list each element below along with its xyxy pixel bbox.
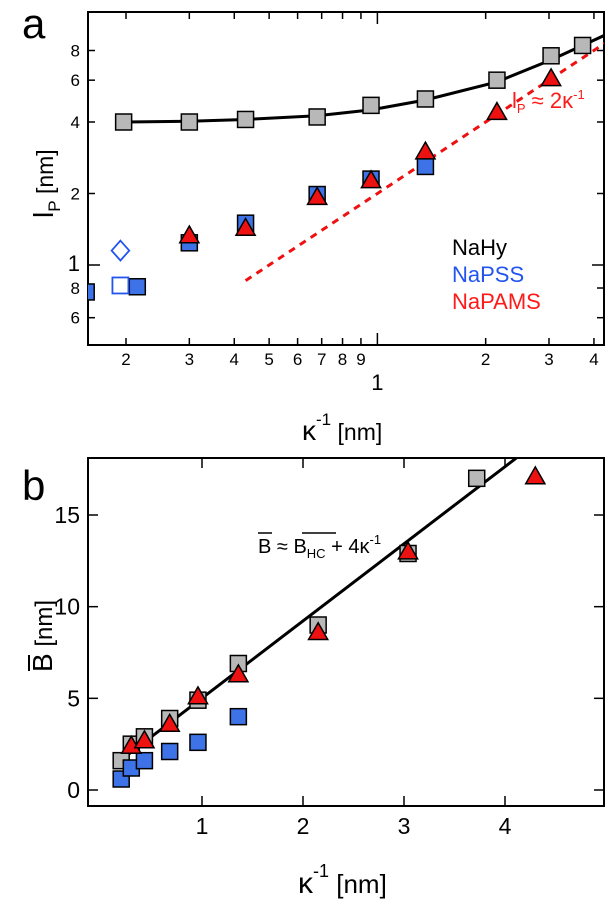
b-point-nahy — [527, 436, 543, 452]
b-point-napams — [227, 663, 250, 683]
panel-a-y-axis-label: lP [nm] — [28, 149, 64, 218]
legend-entry-napss: NaPSS — [452, 262, 524, 287]
annotation-b-approx: ≈ — [271, 536, 293, 558]
a-point-napss — [416, 157, 435, 176]
panel-b-markers — [112, 436, 547, 788]
a-xtick-label: 5 — [264, 350, 273, 369]
a-xtick-label: 6 — [293, 350, 302, 369]
a-point-nahy — [308, 108, 326, 126]
b-xtick-label: 3 — [398, 813, 411, 839]
a-point-nahy — [236, 110, 255, 129]
panel-a-legend: NaHy NaPSS NaPAMS — [452, 235, 541, 314]
a-ytick-label: 8 — [71, 279, 80, 298]
a-xtick-label: 2 — [481, 350, 490, 369]
panel-b-x-axis-label: κ-1 [nm] — [298, 861, 387, 900]
annotation-b-lhs: B — [258, 536, 271, 558]
b-ytick-label: 15 — [54, 502, 80, 528]
a-point-nahy — [488, 71, 506, 89]
a-ytick-label: 6 — [71, 71, 80, 90]
a-point-napams — [234, 216, 257, 237]
a-point-napams — [540, 67, 562, 87]
b-point-napams — [158, 712, 181, 732]
panel-b-fit-line — [120, 458, 519, 761]
a-xtick-label: 9 — [356, 350, 365, 369]
b-point-napss — [189, 733, 207, 752]
legend-entry-napams: NaPAMS — [452, 289, 541, 314]
a-point-napams — [486, 101, 508, 121]
svg-text:B ≈ BHC + 4κ-1: B ≈ BHC + 4κ-1 — [258, 532, 381, 561]
a-ytick-label: 8 — [71, 42, 80, 61]
a-point-nahy — [362, 96, 380, 115]
panel-a-x-ticks: 2 3 4 5 6 7 8 9 2 3 4 1 — [121, 12, 599, 395]
panel-b-y-axis-label: B [nm] — [27, 600, 58, 672]
a-xtick-label: 7 — [317, 350, 326, 369]
a-point-nahy — [416, 90, 435, 108]
panel-a-scaling-line — [244, 41, 604, 282]
b-xtick-label: 4 — [499, 813, 512, 839]
a-point-napams — [306, 186, 329, 206]
a-point-nahy — [114, 113, 133, 131]
b-point-napss — [135, 751, 154, 770]
panel-b-plot-frame — [87, 457, 605, 807]
b-ytick-label: 0 — [67, 777, 80, 803]
a-xtick-label: 8 — [338, 350, 347, 369]
b-point-napss — [160, 742, 179, 761]
a-point-napams — [414, 140, 437, 160]
b-ytick-label: 10 — [54, 594, 80, 620]
a-ytick-label: 2 — [71, 185, 80, 204]
a-xtick-label: 2 — [121, 350, 130, 369]
svg-text:B [nm]: B [nm] — [27, 600, 58, 672]
a-point-napss-open- — [111, 276, 130, 295]
b-point-napams — [397, 540, 419, 560]
b-xtick-label: 2 — [297, 813, 310, 839]
b-point-napams — [307, 621, 330, 641]
a-ytick-label: 4 — [71, 113, 80, 132]
a-xdecade-label: 1 — [371, 370, 383, 395]
panel-a-x-axis-label: κ-1 [nm] — [302, 410, 382, 446]
a-point-napss — [88, 283, 95, 301]
b-xtick-label: 1 — [196, 813, 209, 839]
annotation-b-hc-sub: HC — [307, 546, 326, 561]
panel-b-fit-annotation: B ≈ BHC + 4κ-1 — [258, 532, 381, 561]
panel-a-plot-frame — [87, 11, 605, 346]
annotation-b-rest: + 4κ — [326, 536, 371, 558]
a-point-napss — [128, 277, 147, 296]
a-point-nahy — [180, 113, 199, 131]
a-ytick-label: 1 — [68, 251, 80, 276]
a-point-napams — [360, 169, 382, 189]
b-ytick-label: 5 — [67, 685, 80, 711]
a-ytick-label: 6 — [71, 309, 80, 328]
b-point-napams — [524, 465, 547, 485]
panel-b-letter: b — [22, 462, 45, 509]
panel-a-y-ticks: 6 8 1 2 4 6 8 — [68, 42, 604, 328]
panel-a-letter: a — [22, 0, 46, 47]
panel-a-markers — [88, 36, 592, 301]
b-point-napams — [133, 729, 156, 749]
b-point-napss — [229, 707, 248, 726]
a-xtick-label: 4 — [589, 350, 598, 369]
b-point-nahy — [467, 469, 486, 488]
panel-b-y-ticks: 0 5 10 15 — [54, 502, 604, 803]
a-xtick-label: 4 — [230, 350, 239, 369]
annotation-b-sup: -1 — [369, 532, 381, 547]
a-point-nahy — [542, 47, 560, 65]
a-point-napss-open-diamond- — [110, 239, 131, 262]
a-xtick-label: 3 — [544, 350, 553, 369]
panel-a-scaling-annotation: lP ≈ 2κ-1 — [512, 87, 585, 116]
a-point-nahy — [573, 36, 592, 55]
a-xtick-label: 3 — [185, 350, 194, 369]
legend-entry-nahy: NaHy — [452, 235, 507, 260]
b-point-napams — [187, 685, 209, 705]
a-point-napams — [178, 224, 201, 244]
panel-b-x-ticks: 1 2 3 4 — [196, 458, 512, 839]
annotation-b-hc: B — [293, 536, 306, 558]
